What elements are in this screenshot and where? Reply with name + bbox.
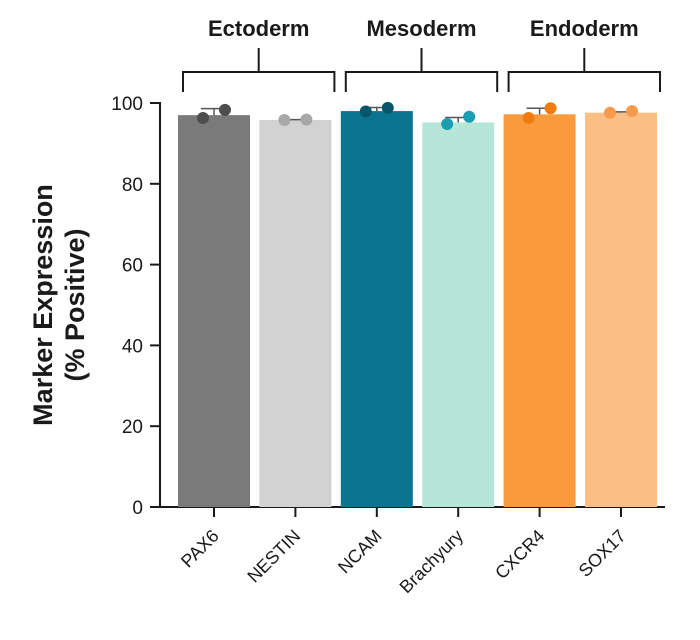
replicate-point [441,118,454,131]
replicate-point [300,113,313,126]
replicate-point [219,103,231,116]
category-label: NCAM [334,526,386,578]
replicate-point [381,101,394,114]
group-bracket [507,71,661,92]
bar-ncam [340,111,413,507]
replicate-point [626,105,638,118]
category-label: CXCR4 [491,526,548,583]
group-label: Mesoderm [366,16,476,41]
y-axis-title: Marker Expression (% Positive) [28,184,90,426]
y-tick-label: 80 [122,175,143,196]
category-label: NESTIN [243,526,304,587]
category-label: PAX6 [177,526,223,572]
bar-brachyury [422,122,495,507]
y-tick-label: 0 [132,498,143,519]
group-bracket [182,71,336,92]
replicate-point [522,111,535,124]
replicate-point [197,111,209,124]
y-tick-label: 100 [111,94,143,115]
replicate-point [604,106,616,119]
category-label: Brachyury [396,526,467,597]
bar-nestin [259,119,332,507]
y-tick-label: 20 [122,417,143,438]
y-axis-title-line-1: Marker Expression [28,184,58,426]
category-labels: PAX6 NESTIN NCAM Brachyury CXCR4 SOX17 [177,526,630,597]
replicate-point [544,102,557,115]
group-bracket [344,71,499,92]
bar-sox17 [585,112,657,508]
y-tick-label: 40 [122,336,143,357]
replicate-point [463,110,476,123]
y-axis-title-line-2: (% Positive) [60,228,90,381]
y-tick-label: 60 [122,256,143,277]
category-label: SOX17 [575,526,630,581]
group-label: Ectoderm [208,16,309,41]
bars [178,111,657,508]
replicate-point [359,105,372,118]
group-label: Endoderm [530,16,639,41]
bar-cxcr4 [503,114,576,507]
group-brackets: Ectoderm Mesoderm Endoderm [182,16,661,92]
replicate-point [278,113,291,126]
bar-pax6 [178,115,250,508]
replicate-points [197,101,638,131]
